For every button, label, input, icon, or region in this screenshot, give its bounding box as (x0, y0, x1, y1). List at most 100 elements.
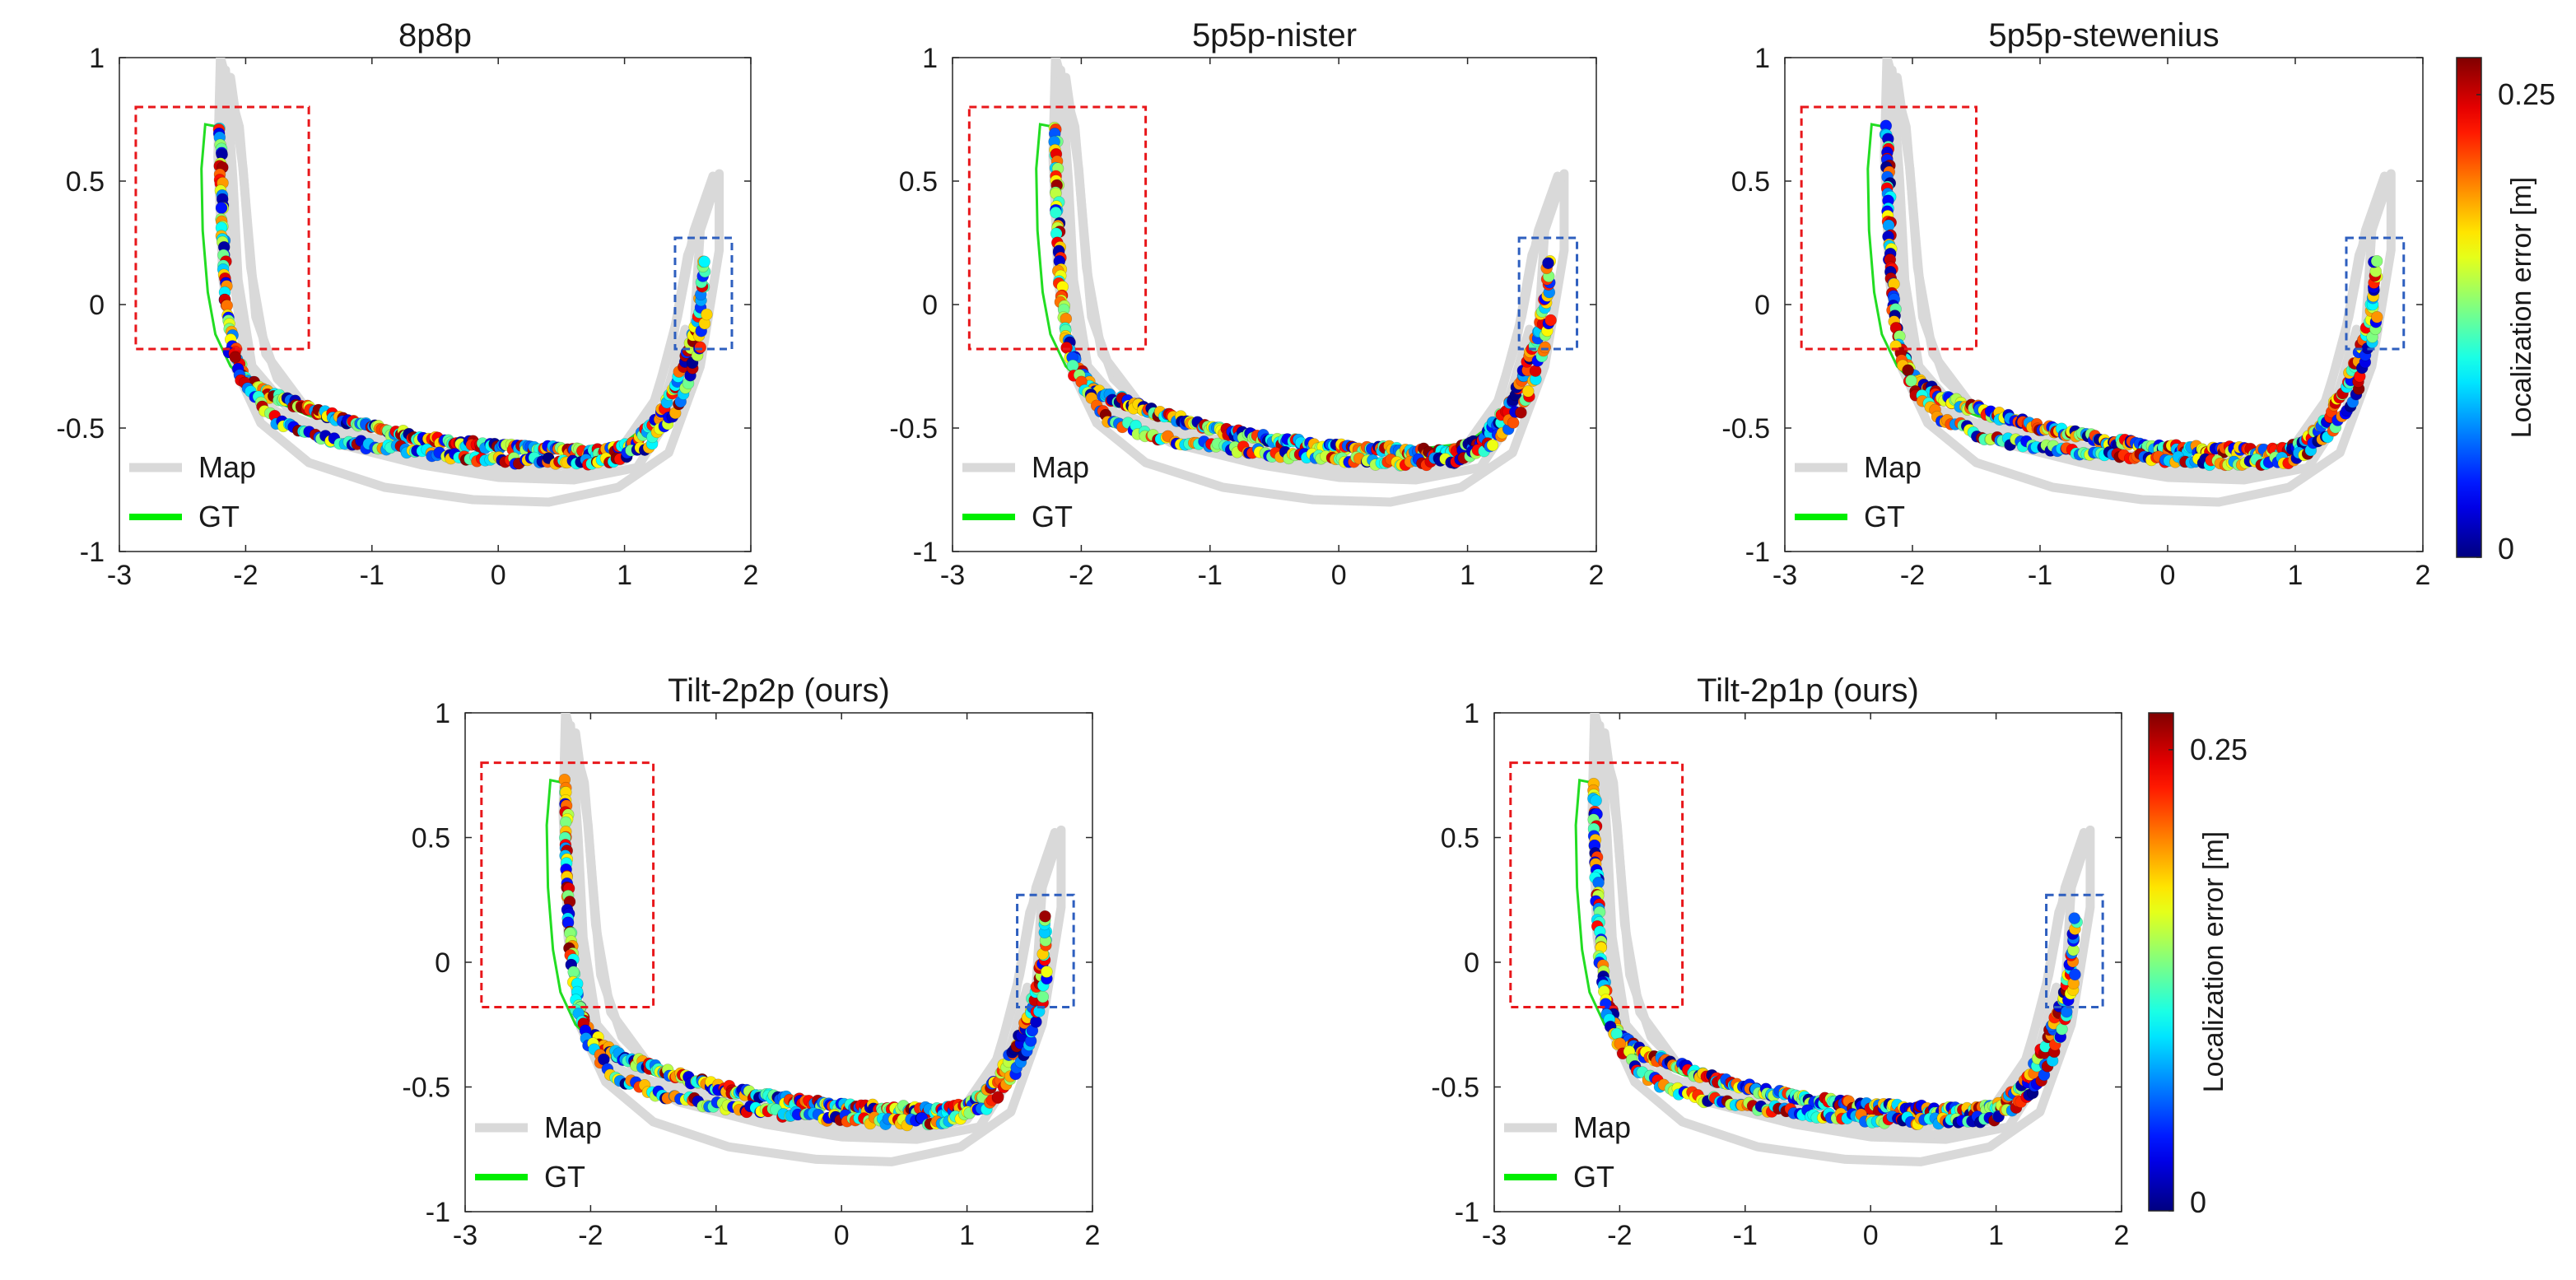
red-highlight-box (134, 105, 310, 351)
legend-gt-label: GT (1573, 1160, 1614, 1194)
x-tick-label: 2 (743, 560, 759, 591)
scatter-point (1066, 359, 1079, 372)
x-tick-label: 0 (2160, 560, 2176, 591)
scatter-point (1590, 794, 1602, 807)
scatter-point (1905, 375, 1917, 387)
scatter-points (212, 122, 713, 471)
plot-data (1035, 58, 1569, 507)
x-tick-label: 1 (1460, 560, 1475, 591)
plot-data (545, 713, 1066, 1166)
x-tick-label: -2 (1607, 1220, 1632, 1251)
subplot-5: -3 -2 -1 0 1 2 -1 -0.5 0 0.5 1 Tilt-2p1p (ours) Map G… (1431, 673, 2129, 1251)
subplot-2: -3 -2 -1 0 1 2 -1 -0.5 0 0.5 1 5p5p-nister Map GT (889, 17, 1604, 591)
y-tick-label: 1 (922, 43, 938, 74)
scatter-point (1486, 439, 1499, 452)
scatter-point (2371, 310, 2383, 323)
scatter-point (2370, 254, 2383, 268)
y-tick-label: -1 (80, 537, 105, 568)
scatter-point (1036, 990, 1050, 1003)
x-tick-label: -2 (233, 560, 258, 591)
y-tick-label: 0 (1754, 290, 1770, 321)
scatter-point (1030, 1016, 1042, 1028)
x-tick-label: -1 (1733, 1220, 1758, 1251)
colorbar-label: Localization error [m] (2198, 831, 2229, 1092)
subplot-3: -3 -2 -1 0 1 2 -1 -0.5 0 0.5 1 5p5p-stewenius Map GT (1721, 17, 2430, 591)
x-tick-label: 0 (491, 560, 506, 591)
y-tick-label: -0.5 (889, 413, 938, 445)
subplot-4: -3 -2 -1 0 1 2 -1 -0.5 0 0.5 1 Tilt-2p2p (ours) Map G… (402, 673, 1100, 1251)
scatter-point (694, 341, 707, 354)
plot-title: Tilt-2p1p (ours) (1697, 673, 1919, 709)
red-highlight-box (1509, 761, 1684, 1009)
plot-data (200, 58, 724, 507)
legend-gt-label: GT (1032, 500, 1073, 533)
scatter-points (1048, 121, 1557, 472)
red-highlight-box (967, 105, 1148, 351)
x-tick-label: -1 (704, 1220, 729, 1251)
x-tick-label: 1 (959, 1220, 975, 1251)
scatter-point (1507, 417, 1520, 429)
blue-highlight-box (2045, 893, 2104, 1009)
x-tick-label: -2 (1069, 560, 1093, 591)
colorbar-2: 0 0.25 Localization error [m] (2148, 712, 2248, 1219)
blue-highlight-box (2345, 236, 2406, 351)
plot-title: 5p5p-nister (1192, 17, 1357, 54)
y-tick-label: 0 (922, 290, 938, 321)
red-highlight-box (480, 761, 655, 1009)
colorbar-tick-label: 0.25 (2498, 77, 2555, 111)
x-tick-label: -1 (2028, 560, 2052, 591)
y-tick-label: 0.5 (1441, 823, 1479, 854)
red-highlight-box (1800, 105, 1977, 351)
x-tick-label: -3 (1772, 560, 1797, 591)
y-tick-label: 1 (89, 43, 105, 74)
scatter-point (2069, 968, 2081, 981)
plot-title: 8p8p (398, 17, 472, 54)
x-tick-label: -3 (107, 560, 132, 591)
legend-gt-label: GT (544, 1160, 585, 1194)
plot-title: 5p5p-stewenius (1988, 17, 2219, 54)
scatter-point (229, 351, 242, 364)
y-tick-label: -0.5 (1431, 1073, 1479, 1104)
legend-map-label: Map (1573, 1110, 1631, 1144)
y-tick-label: -1 (913, 537, 938, 568)
x-tick-label: -3 (940, 560, 965, 591)
legend-map-label: Map (1032, 450, 1089, 484)
x-tick-label: -2 (578, 1220, 603, 1251)
colorbar-tick-label: 0 (2190, 1185, 2206, 1219)
y-tick-label: 0 (1464, 947, 1479, 979)
y-tick-label: 0.5 (66, 166, 105, 198)
y-tick-label: 1 (1464, 698, 1479, 729)
scatter-point (215, 202, 228, 214)
x-tick-label: 1 (1988, 1220, 2004, 1251)
scatter-points (558, 773, 1053, 1132)
y-tick-label: -0.5 (56, 413, 105, 445)
x-tick-label: -3 (1482, 1220, 1507, 1251)
scatter-point (1515, 406, 1527, 419)
x-tick-label: 2 (1589, 560, 1605, 591)
x-tick-label: -1 (1198, 560, 1223, 591)
colorbar-tick-label: 0 (2498, 532, 2514, 566)
scatter-point (1902, 364, 1914, 377)
colorbar-gradient (2148, 712, 2174, 1212)
scatter-points (1587, 777, 2083, 1130)
y-tick-label: -1 (1455, 1197, 1479, 1228)
y-tick-label: 0 (435, 947, 450, 979)
legend-gt-label: GT (198, 500, 240, 533)
y-tick-label: 1 (1754, 43, 1770, 74)
legend-gt-label: GT (1864, 500, 1905, 533)
x-tick-label: 1 (2288, 560, 2303, 591)
scatter-point (698, 255, 710, 268)
x-tick-label: -2 (1900, 560, 1925, 591)
y-tick-label: 0.5 (1731, 166, 1770, 198)
y-tick-label: -0.5 (1721, 413, 1770, 445)
blue-highlight-box (1517, 236, 1579, 351)
scatter-point (1041, 966, 1053, 978)
x-tick-label: -1 (360, 560, 384, 591)
legend-map-label: Map (198, 450, 256, 484)
blue-highlight-box (673, 236, 734, 351)
scatter-point (1039, 910, 1051, 923)
plot-data (1574, 713, 2095, 1166)
colorbar-label: Localization error [m] (2506, 177, 2537, 438)
x-tick-label: 0 (1331, 560, 1347, 591)
